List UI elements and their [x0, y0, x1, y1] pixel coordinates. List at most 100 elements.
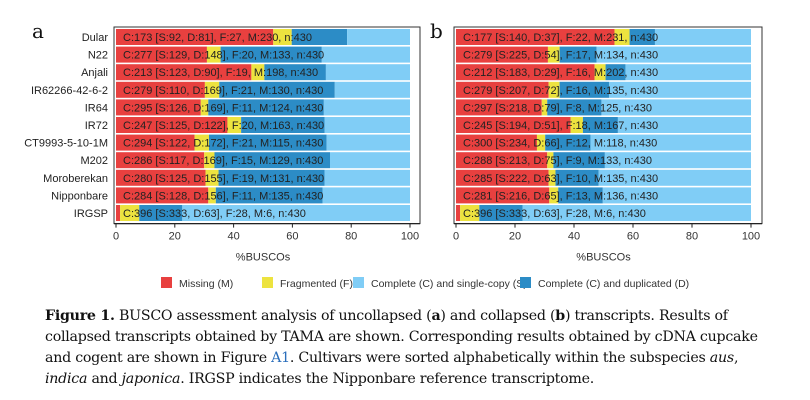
bar-segment-M — [456, 81, 549, 98]
caption-text: and — [87, 371, 122, 387]
legend-swatch-M — [161, 277, 172, 288]
x-tick-label: 20 — [169, 231, 181, 243]
category-label: IR64 — [85, 102, 108, 114]
legend-label: Fragmented (F) — [280, 278, 353, 290]
caption-line: collapsed transcripts obtained by TAMA a… — [45, 327, 785, 348]
bar-data-label: C:213 [S:123, D:90], F:19, M:198, n:430 — [123, 67, 318, 79]
bar-segment-D — [559, 81, 609, 98]
bar-segment-F — [547, 46, 560, 63]
bar-segment-D — [139, 205, 183, 221]
caption-text: japonica — [121, 371, 181, 387]
bar-segment-M — [456, 152, 548, 169]
bar-segment-M — [116, 152, 205, 169]
bar-segment-D — [547, 99, 602, 116]
bar-segment-D — [559, 46, 597, 63]
bar-segment-D — [545, 134, 591, 151]
caption-text: collapsed transcripts obtained by TAMA a… — [45, 329, 758, 345]
bar-segment-S — [325, 64, 410, 81]
bar-segment-D — [264, 64, 326, 81]
x-tick-label: 60 — [286, 231, 298, 243]
bar-segment-S — [625, 64, 751, 81]
bar-data-label: C:300 [S:234, D:66], F:12, M:118, n:430 — [463, 138, 657, 150]
category-label: M202 — [80, 155, 108, 167]
bar-segment-D — [605, 64, 626, 81]
bar-segment-S — [608, 81, 751, 98]
bar-segment-M — [116, 99, 201, 116]
bar-segment-D — [558, 187, 603, 204]
bar-segment-M — [116, 64, 252, 81]
bar-segment-S — [330, 152, 410, 169]
caption-text: aus — [709, 350, 734, 366]
bar-segment-F — [614, 29, 630, 45]
x-tick-label: 0 — [453, 231, 459, 243]
x-tick-label: 60 — [627, 231, 639, 243]
bar-segment-M — [456, 64, 595, 81]
x-tick-label: 80 — [345, 231, 357, 243]
bar-segment-F — [548, 169, 556, 186]
bar-data-label: C:294 [S:122, D:172], F:21, M:115, n:430 — [123, 138, 323, 150]
bar-segment-F — [204, 152, 215, 169]
bar-segment-M — [116, 187, 209, 204]
figure-caption: Figure 1. BUSCO assessment analysis of u… — [45, 306, 785, 390]
caption-text: . IRGSP indicates the Nipponbare referen… — [180, 371, 595, 387]
caption-line: Figure 1. BUSCO assessment analysis of u… — [45, 306, 785, 327]
bar-segment-F — [460, 205, 480, 221]
bar-segment-S — [602, 187, 751, 204]
bar-segment-S — [182, 205, 410, 221]
bar-segment-M — [456, 205, 461, 221]
bar-segment-M — [456, 117, 571, 133]
legend-label: Complete (C) and single-copy (S) — [371, 278, 527, 290]
bar-segment-F — [536, 134, 546, 151]
bar-segment-D — [241, 117, 325, 133]
category-label: Moroberekan — [43, 173, 108, 185]
x-axis-title: %BUSCOs — [236, 252, 291, 264]
bar-data-label: C:284 [S:128, D:156], F:11, M:135, n:430 — [123, 190, 323, 202]
caption-line: indica and japonica. IRGSP indicates the… — [45, 369, 785, 390]
bar-segment-F — [273, 29, 292, 45]
bar-segment-F — [208, 187, 216, 204]
bar-segment-D — [219, 81, 335, 98]
bar-segment-S — [596, 46, 751, 63]
bar-data-label: C:247 [S:125, D:122], F:20, M:163, n:430 — [123, 120, 324, 132]
bar-segment-F — [570, 117, 583, 133]
bar-segment-M — [116, 134, 195, 151]
bar-segment-S — [347, 29, 410, 45]
bar-segment-S — [322, 187, 410, 204]
figure-link[interactable]: A1 — [271, 350, 290, 366]
panel-label: a — [32, 19, 44, 43]
bar-segment-D — [582, 117, 618, 133]
bar-segment-F — [549, 187, 559, 204]
caption-text: ) and collapsed ( — [440, 308, 556, 324]
bar-segment-D — [218, 169, 325, 186]
bar-segment-D — [208, 99, 324, 116]
bar-segment-M — [116, 46, 207, 63]
bar-segment-M — [456, 134, 537, 151]
x-tick-label: 0 — [113, 231, 119, 243]
bar-segment-M — [116, 81, 205, 98]
caption-line: and cogent are shown in Figure A1. Culti… — [45, 348, 785, 369]
x-tick-label: 80 — [686, 231, 698, 243]
caption-text: Figure 1. — [45, 308, 115, 324]
bar-data-label: C:173 [S:92, D:81], F:27, M:230, n:430 — [123, 32, 312, 44]
bar-segment-S — [334, 81, 410, 98]
bar-data-label: C:288 [S:213, D:75], F:9, M:133, n:430 — [463, 155, 652, 167]
caption-text: indica — [45, 371, 88, 387]
bar-segment-S — [604, 152, 751, 169]
bar-data-label: C:396 [S:333, D:63], F:28, M:6, n:430 — [123, 208, 306, 220]
bar-segment-S — [617, 117, 751, 133]
caption-text: b — [555, 308, 565, 324]
bar-data-label: C:279 [S:225, D:54], F:17, M:134, n:430 — [463, 50, 658, 62]
bar-segment-D — [220, 46, 322, 63]
bar-segment-M — [456, 169, 549, 186]
bar-segment-M — [116, 205, 121, 221]
category-label: IR72 — [85, 120, 108, 132]
bar-segment-F — [541, 99, 548, 116]
bar-segment-M — [116, 117, 228, 133]
bar-segment-D — [208, 134, 327, 151]
bar-segment-S — [324, 117, 410, 133]
caption-text: , — [733, 350, 739, 366]
bar-data-label: C:177 [S:140, D:37], F:22, M:231, n:430 — [463, 32, 658, 44]
x-axis-title: %BUSCOs — [576, 252, 631, 264]
caption-text: a — [431, 308, 441, 324]
bar-data-label: C:281 [S:216, D:65], F:13, M:136, n:430 — [463, 190, 658, 202]
